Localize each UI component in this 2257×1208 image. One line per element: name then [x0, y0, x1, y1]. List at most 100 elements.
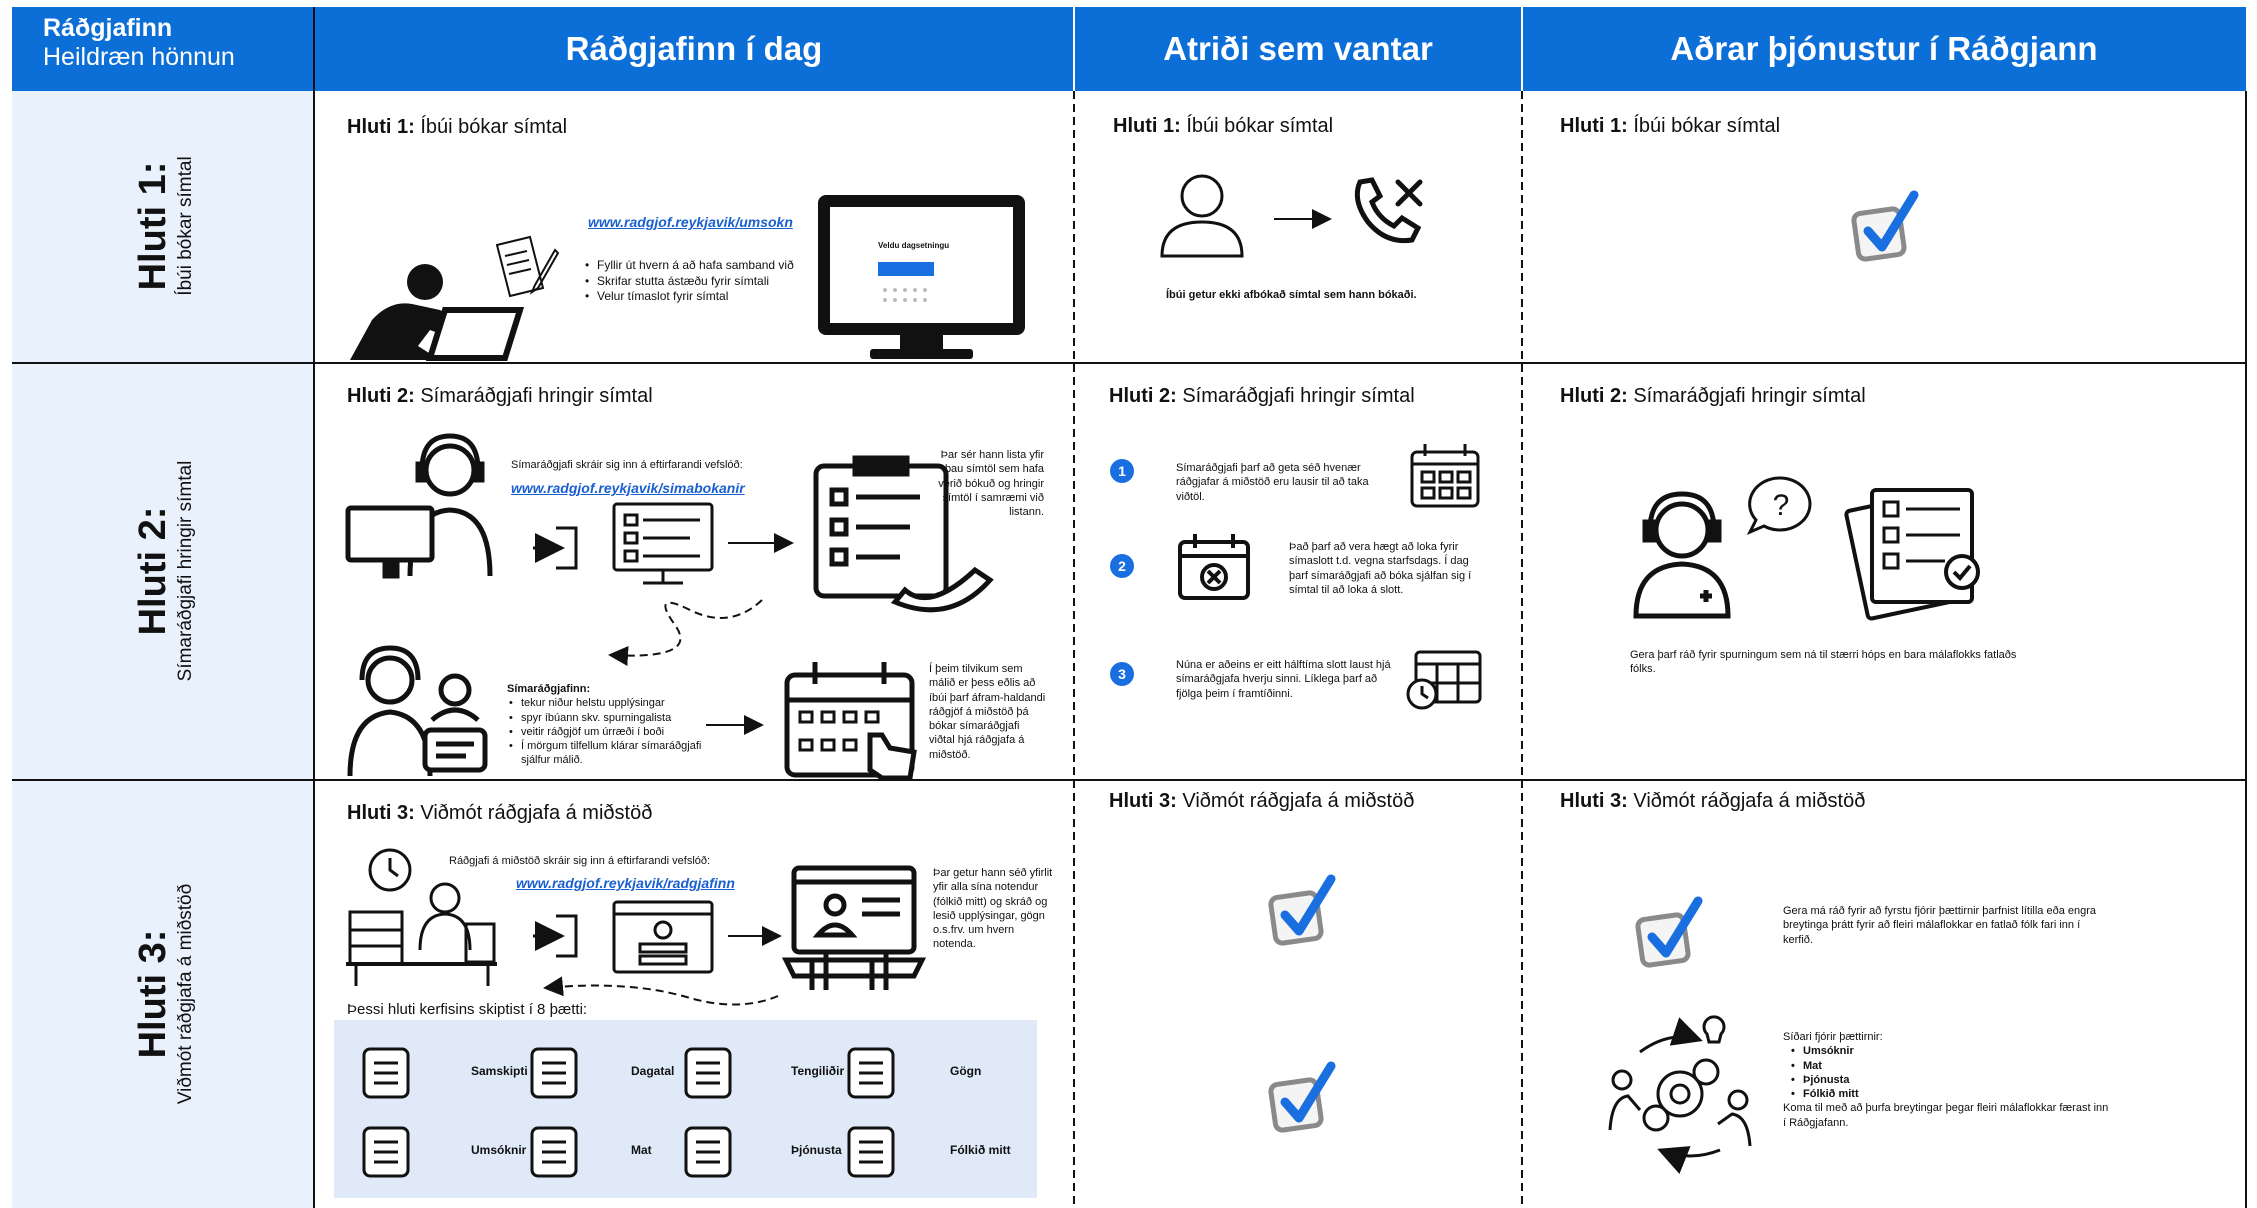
column-title: Atriði sem vantar — [1163, 30, 1433, 67]
laptop-user-icon — [781, 865, 927, 990]
cell-heading: Hluti 3: Viðmót ráðgjafa á miðstöð — [1560, 790, 1865, 813]
part-label: Mat — [631, 1143, 652, 1157]
header-dividers — [1073, 7, 1523, 91]
url-link[interactable]: www.radgjof.reykjavik/simabokanir — [511, 480, 745, 496]
heading-prefix: Hluti 2: — [1109, 385, 1177, 407]
heading-prefix: Hluti 2: — [347, 385, 415, 407]
later-note: Koma til með að þurfa breytingar þegar f… — [1783, 1102, 2109, 1129]
login-icon — [533, 914, 578, 958]
part-label: Þjónusta — [791, 1143, 842, 1157]
part-icon — [684, 1126, 732, 1178]
heading-text: Viðmót ráðgjafa á miðstöð — [1182, 790, 1415, 812]
row-label-title: Íbúi bókar símtal — [174, 156, 196, 296]
heading-text: Íbúi bókar símtal — [1633, 115, 1781, 137]
column-title: Aðrar þjónustur í Ráðgjann — [1670, 30, 2098, 67]
advisor-block: Símaráðgjafinn: tekur niður helstu upplý… — [507, 682, 707, 768]
login-icon — [533, 526, 578, 570]
number-badge — [1110, 662, 1134, 686]
number-label: 3 — [1118, 666, 1126, 682]
monitor-list-icon — [612, 502, 714, 585]
part-label: Gögn — [950, 1064, 982, 1078]
number-badge — [1110, 554, 1134, 578]
note: Gera þarf ráð fyrir spurningum sem ná ti… — [1630, 649, 2017, 676]
header-bar — [12, 7, 2246, 91]
checkmark — [1853, 195, 1914, 260]
headset-person-icon — [345, 433, 493, 579]
svg-text:?: ? — [1773, 489, 1790, 522]
row-label-number: Hluti 3: — [132, 929, 174, 1059]
monitor-icon: Veldu dagsetningu — [818, 195, 1025, 359]
cell-heading: Hluti 1: Íbúi bókar símtal — [1113, 115, 1333, 138]
cell-heading: Hluti 2: Símaráðgjafi hringir símtal — [347, 385, 653, 408]
brand-subtitle: Heildræn hönnun — [43, 43, 235, 71]
heading-text: Íbúi bókar símtal — [1186, 115, 1334, 137]
number-badge — [1110, 459, 1134, 483]
calendar-check-icon — [1410, 444, 1480, 508]
row-label: Hluti 2: Símaráðgjafi hringir símtal — [132, 371, 196, 771]
text-block: Í þeim tilvikum sem málið er þess eðlis … — [929, 663, 1046, 761]
bullet-item: veitir ráðgjöf um úrræði í boði — [507, 725, 707, 740]
heading-prefix: Hluti 3: — [1560, 790, 1628, 812]
url-link[interactable]: www.radgjof.reykjavik/radgjafinn — [516, 875, 735, 891]
row-label-number: Hluti 2: — [132, 506, 174, 636]
row-label-title: Viðmót ráðgjafa á miðstöð — [174, 883, 196, 1105]
bullet-item: tekur niður helstu upplýsingar — [507, 696, 707, 711]
calendar-clock-icon — [1406, 650, 1482, 710]
url-link[interactable]: www.radgjof.reykjavik/umsokn — [588, 214, 793, 230]
bullet-item: Skrifar stutta ástæðu fyrir símtali — [583, 274, 813, 290]
heading-prefix: Hluti 1: — [1113, 115, 1181, 137]
cell-heading: Hluti 2: Símaráðgjafi hringir símtal — [1109, 385, 1415, 408]
bullet-item: Umsóknir — [1789, 1044, 2113, 1059]
clipboard-phone-icon — [813, 455, 994, 613]
headset-chat-icon — [347, 645, 488, 777]
checkmark — [1270, 879, 1331, 944]
parts-heading: Þessi hluti kerfisins skiptist í 8 þætti… — [347, 1001, 588, 1018]
cell-heading: Hluti 3: Viðmót ráðgjafa á miðstöð — [347, 802, 652, 825]
heading-prefix: Hluti 1: — [1560, 115, 1628, 137]
heading-text: Viðmót ráðgjafa á miðstöð — [1633, 790, 1866, 812]
table-lines — [12, 7, 2247, 1208]
office-desk-icon — [346, 882, 497, 986]
heading-text: Símaráðgjafi hringir símtal — [420, 385, 653, 407]
browser-icon — [612, 900, 714, 974]
clock-icon — [368, 848, 412, 892]
calendar-cancel-icon — [1178, 534, 1250, 600]
part-label: Dagatal — [631, 1064, 675, 1078]
question-icon: ? — [1746, 476, 1812, 535]
row-label: Hluti 3: Viðmót ráðgjafa á miðstöð — [132, 794, 196, 1194]
advisor-heading: Símaráðgjafinn: — [507, 683, 591, 695]
support-person-icon — [1633, 491, 1731, 619]
heading-prefix: Hluti 1: — [347, 116, 415, 138]
dashed-arrow — [608, 599, 763, 666]
part-icon — [530, 1047, 578, 1099]
screen-title: Veldu dagsetningu — [878, 241, 949, 250]
number-label: 2 — [1118, 558, 1126, 574]
cell-heading: Hluti 1: Íbúi bókar símtal — [1560, 115, 1780, 138]
bullet-list: tekur niður helstu upplýsingarspyr íbúan… — [507, 696, 707, 767]
part-icon — [847, 1047, 895, 1099]
heading-prefix: Hluti 3: — [347, 802, 415, 824]
bullet-item: Fólkið mitt — [1789, 1087, 2113, 1102]
bullet-item: Fyllir út hvern á að hafa samband við — [583, 258, 813, 274]
part-label: Fólkið mitt — [950, 1143, 1011, 1157]
row-label-number: Hluti 1: — [132, 161, 174, 291]
person-outline-icon — [1160, 174, 1244, 258]
text-block: Þar sér hann lista yfir þau símtöl sem h… — [938, 449, 1044, 519]
dashed-arrow — [543, 976, 779, 1006]
text-block: Ráðgjafi á miðstöð skráir sig inn á efti… — [449, 855, 711, 867]
documents-icon — [1844, 488, 1980, 621]
part-label: Umsóknir — [471, 1143, 527, 1157]
heading-text: Íbúi bókar símtal — [420, 116, 568, 138]
heading-prefix: Hluti 3: — [1109, 790, 1177, 812]
text-block: Þar getur hann séð yfirlit yfir alla sín… — [933, 867, 1053, 951]
teamwork-gears-icon — [1608, 1015, 1752, 1174]
bullet-item: Í mörgum tilfellum klárar símaráðgjafi s… — [507, 739, 707, 768]
heading-text: Símaráðgjafi hringir símtal — [1182, 385, 1415, 407]
later-block: Síðari fjórir þættirnir: UmsóknirMatÞjón… — [1783, 1030, 2113, 1130]
column-title: Ráðgjafinn í dag — [565, 30, 823, 67]
phone-cancel-icon — [1354, 177, 1423, 244]
heading-text: Símaráðgjafi hringir símtal — [1633, 385, 1866, 407]
part-label: Tengiliðir — [791, 1064, 845, 1078]
